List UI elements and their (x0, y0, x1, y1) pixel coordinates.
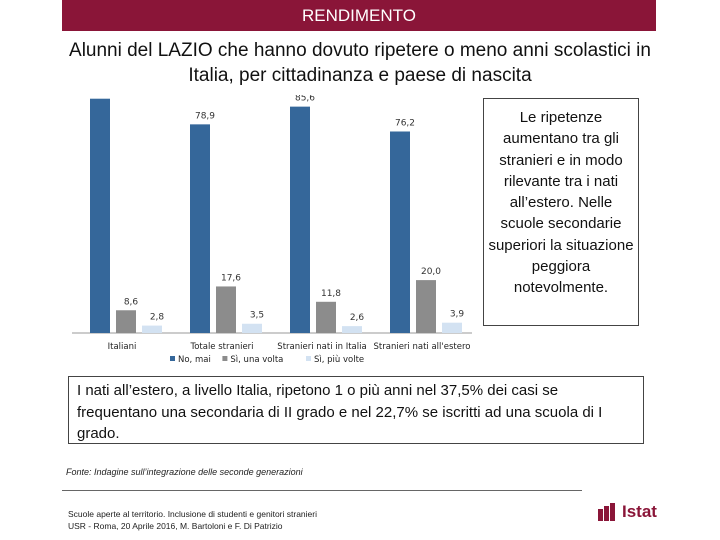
logo-text: Istat (622, 502, 657, 521)
bar-1-1 (90, 98, 110, 333)
footer-line-1: Scuole aperte al territorio. Inclusione … (68, 509, 317, 519)
data-label: 76,2 (395, 118, 415, 128)
title-line-2: Italia, per cittadinanza e paese di nasc… (188, 65, 532, 86)
bar-1-4 (390, 131, 410, 333)
bar-2-4 (416, 280, 436, 333)
category-label: Italiani (108, 342, 137, 352)
legend-label: Sì, una volta (230, 355, 283, 365)
footer-divider (62, 490, 582, 491)
istat-logo-icon (598, 503, 615, 521)
page-title: Alunni del LAZIO che hanno dovuto ripete… (0, 38, 720, 88)
category-label: Stranieri nati in Italia (277, 342, 366, 352)
title-line-1: Alunni del LAZIO che hanno dovuto ripete… (69, 40, 651, 61)
legend-swatch (222, 356, 228, 361)
data-label: 20,0 (421, 267, 441, 277)
data-label: 11,8 (321, 289, 341, 299)
legend-label: No, mai (178, 355, 211, 365)
data-label: 8,6 (124, 297, 139, 307)
banner: RENDIMENTO (62, 0, 656, 31)
side-text: Le ripetenze aumentano tra gli stranieri… (488, 109, 634, 297)
data-label: 3,9 (450, 310, 465, 320)
source-note: Fonte: Indagine sull’integrazione delle … (66, 467, 303, 477)
legend-label: Sì, più volte (314, 355, 364, 365)
istat-logo: Istat (598, 502, 657, 522)
bar-3-3 (342, 326, 362, 333)
category-label: Stranieri nati all'estero (374, 342, 471, 352)
legend-swatch (170, 356, 175, 361)
data-label: 78,9 (195, 111, 215, 121)
bar-3-2 (242, 323, 262, 333)
bar-2-2 (216, 286, 236, 333)
bar-2-1 (116, 310, 136, 333)
category-label: Totale stranieri (189, 342, 253, 352)
data-label: 17,6 (221, 273, 241, 283)
legend-swatch (306, 356, 311, 361)
bar-1-3 (290, 106, 310, 333)
side-commentary: Le ripetenze aumentano tra gli stranieri… (483, 98, 639, 326)
footer: Scuole aperte al territorio. Inclusione … (68, 508, 317, 532)
bar-2-3 (316, 301, 336, 333)
note-text: I nati all’estero, a livello Italia, rip… (77, 382, 603, 442)
data-label: 2,6 (350, 313, 365, 323)
data-label: 88,6 (95, 95, 115, 96)
bar-chart: 88,6 8,6 2,8 Italiani 78,9 17,6 3,5 Totale stra… (72, 95, 472, 365)
footer-line-2: USR - Roma, 20 Aprile 2016, M. Bartoloni… (68, 521, 283, 531)
bar-3-4 (442, 322, 462, 333)
bar-3-1 (142, 325, 162, 333)
data-label: 2,8 (150, 313, 165, 323)
data-label: 3,5 (250, 311, 264, 321)
note-box: I nati all’estero, a livello Italia, rip… (68, 376, 644, 444)
data-label: 85,6 (295, 95, 315, 104)
bar-1-2 (190, 124, 210, 333)
